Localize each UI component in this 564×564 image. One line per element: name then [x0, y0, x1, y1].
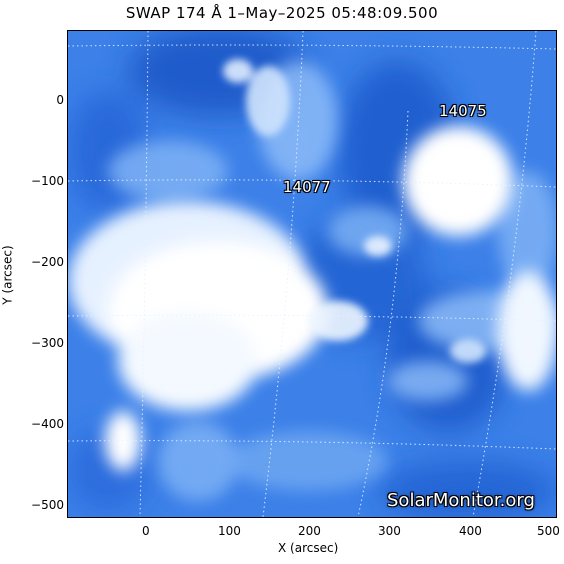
x-tick-label: 400	[459, 524, 482, 538]
solar-euv-image	[68, 31, 556, 517]
x-tick-label: 300	[378, 524, 401, 538]
y-tick-label: −400	[31, 417, 64, 431]
x-tick-label: 0	[142, 524, 150, 538]
y-tick-label: 0	[56, 93, 64, 107]
solar-image-plot	[67, 30, 557, 518]
watermark: SolarMonitor.org	[387, 490, 535, 511]
active-region-label: 14077	[283, 178, 331, 196]
active-region-label: 14075	[439, 102, 487, 120]
x-tick-label: 200	[298, 524, 321, 538]
x-tick-label: 100	[218, 524, 241, 538]
y-tick-label: −100	[31, 174, 64, 188]
y-tick-label: −500	[31, 498, 64, 512]
y-axis-label: Y (arcsec)	[0, 245, 15, 305]
x-tick-label: 500	[537, 524, 560, 538]
y-tick-label: −200	[31, 255, 64, 269]
y-tick-label: −300	[31, 336, 64, 350]
figure-title: SWAP 174 Å 1–May–2025 05:48:09.500	[125, 4, 439, 22]
x-axis-label: X (arcsec)	[278, 541, 339, 555]
